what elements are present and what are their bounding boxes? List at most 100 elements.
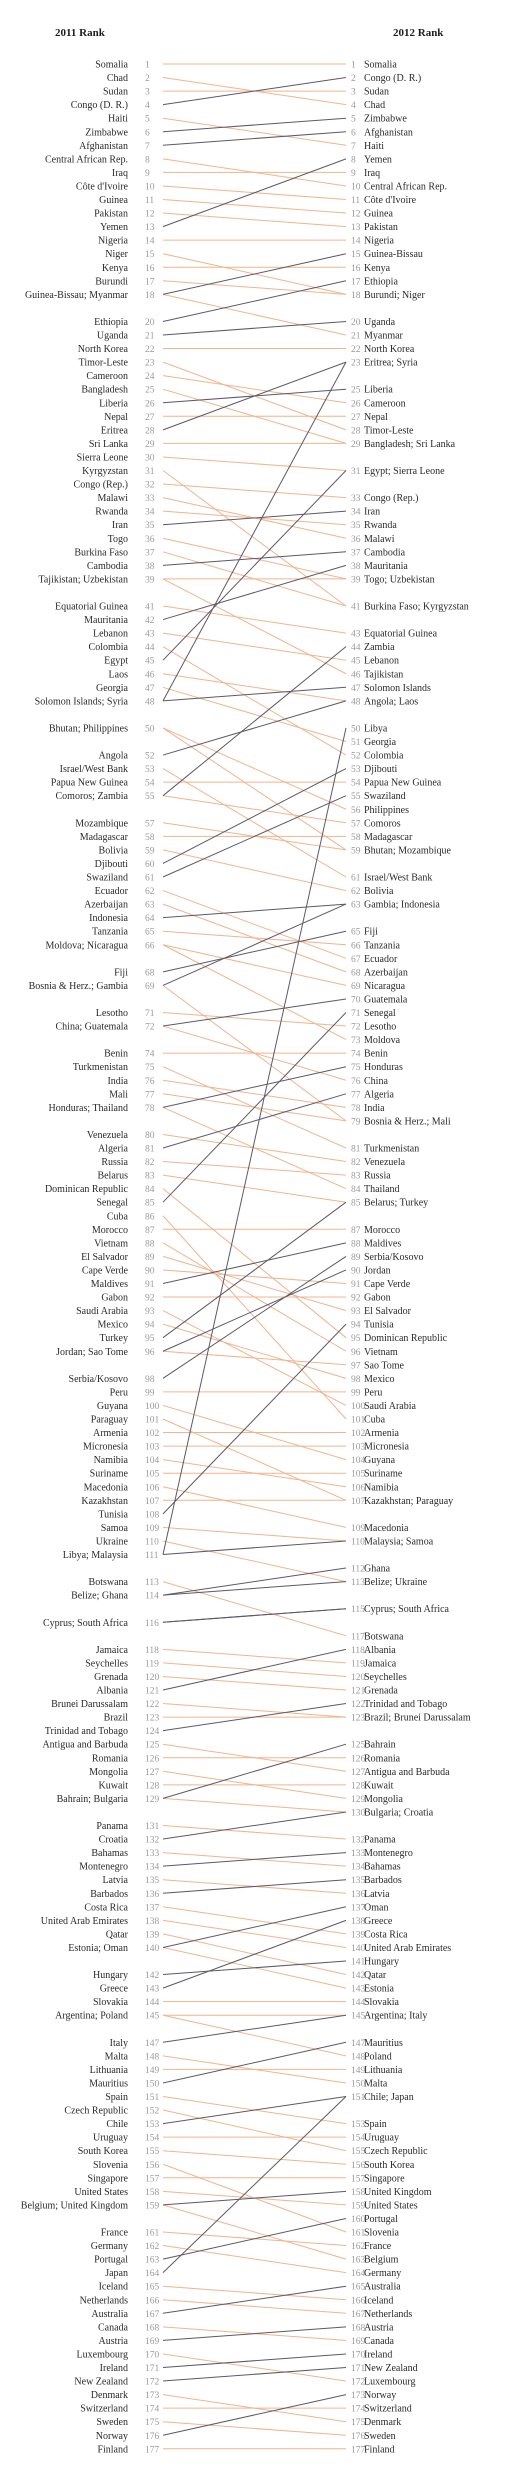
right-rank-number-79: 79 <box>351 1117 361 1127</box>
left-label-rank-174: Switzerland <box>80 2404 128 2415</box>
left-label-rank-99: Peru <box>110 1387 128 1398</box>
right-label-rank-73: Moldova <box>364 1035 401 1046</box>
left-label-rank-12: Pakistan <box>94 209 128 220</box>
slope-line-kyrgyzstan <box>162 470 347 607</box>
right-label-rank-77: Algeria <box>364 1089 395 1100</box>
left-label-rank-24: Cameroon <box>86 371 128 382</box>
right-rank-number-100: 100 <box>351 1402 366 1412</box>
left-rank-number-165: 165 <box>145 2283 160 2293</box>
left-rank-number-60: 60 <box>145 860 155 870</box>
left-label-rank-128: Kuwait <box>99 1780 129 1791</box>
right-label-rank-166: Iceland <box>364 2295 393 2306</box>
right-label-rank-102: Armenia <box>364 1428 400 1439</box>
left-rank-number-149: 149 <box>145 2066 160 2076</box>
right-rank-number-93: 93 <box>351 1307 361 1317</box>
slope-line-japan <box>162 2096 347 2274</box>
left-rank-number-176: 176 <box>145 2432 160 2442</box>
left-labels: Somalia 1 Chad 2 Sudan 3 Congo (D. R.) 4 Haiti 5 Z… <box>21 60 160 2456</box>
right-rank-number-137: 137 <box>351 1903 366 1913</box>
slope-line-sierra-leone <box>162 456 347 471</box>
slope-lines-up-layer <box>162 77 347 2436</box>
left-label-rank-83: Belarus <box>97 1171 128 1182</box>
right-rank-number-76: 76 <box>351 1077 361 1087</box>
left-rank-number-15: 15 <box>145 250 155 260</box>
left-rank-number-91: 91 <box>145 1280 155 1290</box>
right-rank-number-23: 23 <box>351 359 361 369</box>
slope-line-tanzania <box>162 930 347 946</box>
right-label-rank-59: Bhutan; Mozambique <box>364 845 451 856</box>
right-rank-number-121: 121 <box>351 1687 366 1697</box>
left-label-rank-101: Paraguay <box>91 1415 128 1426</box>
slope-line-georgia <box>162 686 347 742</box>
right-label-rank-104: Guyana <box>364 1455 396 1466</box>
slope-line-solomon-islands <box>162 686 347 702</box>
right-rank-number-51: 51 <box>351 738 361 748</box>
left-rank-number-13: 13 <box>145 223 155 233</box>
left-rank-number-11: 11 <box>145 196 154 206</box>
left-rank-number-3: 3 <box>145 88 150 98</box>
left-label-rank-35: Iran <box>112 520 128 531</box>
left-label-rank-10: Côte d'Ivoire <box>76 181 129 192</box>
right-rank-number-92: 92 <box>351 1294 361 1304</box>
slope-line-equatorial-guinea <box>162 605 347 634</box>
right-label-rank-52: Colombia <box>364 751 404 762</box>
left-rank-number-83: 83 <box>145 1172 155 1182</box>
left-label-rank-123: Brazil <box>104 1713 129 1724</box>
right-label-rank-122: Trinidad and Tobago <box>364 1699 447 1710</box>
left-rank-number-169: 169 <box>145 2337 160 2347</box>
right-rank-number-7: 7 <box>351 142 356 152</box>
right-rank-number-88: 88 <box>351 1239 361 1249</box>
left-label-rank-3: Sudan <box>103 87 128 98</box>
left-label-rank-150: Mauritius <box>89 2078 128 2089</box>
right-rank-number-95: 95 <box>351 1334 361 1344</box>
left-label-rank-138: United Arab Emirates <box>41 1916 128 1927</box>
right-label-rank-144: Slovakia <box>364 1997 400 2008</box>
left-label-rank-23: Timor-Leste <box>79 358 129 369</box>
right-label-rank-65: Fiji <box>364 927 378 938</box>
right-rank-number-97: 97 <box>351 1361 361 1371</box>
left-label-rank-76: India <box>107 1076 128 1087</box>
right-rank-number-157: 157 <box>351 2174 366 2184</box>
right-label-rank-141: Hungary <box>364 1957 399 1968</box>
left-rank-number-68: 68 <box>145 968 155 978</box>
right-rank-number-29: 29 <box>351 440 361 450</box>
left-rank-number-108: 108 <box>145 1510 160 1520</box>
right-label-rank-91: Cape Verde <box>364 1279 411 1290</box>
left-label-rank-8: Central African Rep. <box>45 154 128 165</box>
slope-line-barbados <box>162 1879 347 1894</box>
left-rank-number-9: 9 <box>145 169 150 179</box>
right-rank-number-1: 1 <box>351 61 356 71</box>
left-rank-number-87: 87 <box>145 1226 155 1236</box>
left-label-rank-94: Mexico <box>97 1320 128 1331</box>
right-label-rank-164: Germany <box>364 2268 401 2279</box>
left-label-rank-109: Samoa <box>101 1523 129 1534</box>
left-rank-number-168: 168 <box>145 2323 160 2333</box>
left-label-rank-155: South Korea <box>78 2146 129 2157</box>
right-label-rank-78: India <box>364 1103 385 1114</box>
left-rank-number-63: 63 <box>145 901 155 911</box>
left-label-rank-153: Chile <box>106 2119 128 2130</box>
left-label-rank-116: Cyprus; South Africa <box>43 1618 129 1629</box>
right-rank-number-117: 117 <box>351 1632 365 1642</box>
left-rank-number-126: 126 <box>145 1754 160 1764</box>
left-label-rank-165: Iceland <box>99 2282 128 2293</box>
right-rank-number-89: 89 <box>351 1253 361 1263</box>
left-label-rank-158: United States <box>74 2187 128 2198</box>
right-label-rank-12: Guinea <box>364 209 393 220</box>
right-label-rank-139: Costa Rica <box>364 1929 408 1940</box>
right-label-rank-28: Timor-Leste <box>364 425 414 436</box>
left-label-rank-144: Slovakia <box>93 1997 129 2008</box>
right-label-rank-29: Bangladesh; Sri Lanka <box>364 439 456 450</box>
left-label-rank-71: Lesotho <box>96 1008 128 1019</box>
right-label-rank-128: Kuwait <box>364 1780 394 1791</box>
right-rank-number-174: 174 <box>351 2405 366 2415</box>
right-rank-number-153: 153 <box>351 2120 366 2130</box>
right-rank-number-101: 101 <box>351 1416 366 1426</box>
left-rank-number-150: 150 <box>145 2079 160 2089</box>
right-label-rank-170: Ireland <box>364 2349 392 2360</box>
right-label-rank-175: Denmark <box>364 2417 401 2428</box>
left-rank-number-27: 27 <box>145 413 155 423</box>
slope-line-montenegro <box>162 1852 347 1867</box>
left-rank-number-30: 30 <box>145 453 155 463</box>
left-label-rank-66: Moldova; Nicaragua <box>46 940 129 951</box>
